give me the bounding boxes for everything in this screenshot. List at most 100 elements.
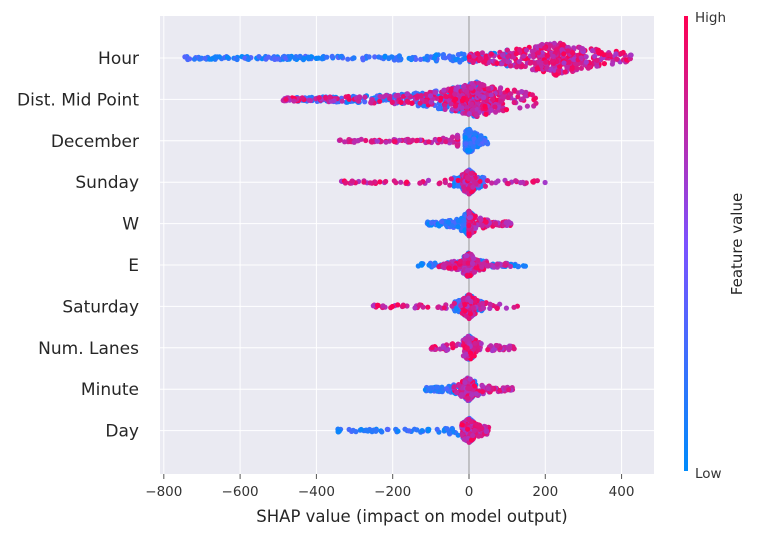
shap-point <box>448 176 454 182</box>
shap-point <box>377 179 383 185</box>
shap-point <box>283 96 289 102</box>
shap-point <box>453 96 459 102</box>
shap-point <box>547 43 553 49</box>
shap-point <box>594 57 600 63</box>
shap-point <box>357 94 363 100</box>
shap-point <box>453 306 459 312</box>
shap-point <box>442 106 448 112</box>
shap-point <box>555 68 562 74</box>
shap-point <box>478 341 484 347</box>
shap-point <box>479 300 485 306</box>
shap-point <box>505 181 511 187</box>
shap-point <box>420 304 426 310</box>
shap-point <box>392 139 398 145</box>
shap-point <box>453 389 460 396</box>
shap-point <box>511 87 517 93</box>
shap-point <box>256 54 262 60</box>
shap-point <box>463 141 469 147</box>
shap-point <box>553 72 559 78</box>
shap-point <box>423 98 429 105</box>
shap-point <box>533 100 539 106</box>
shap-point <box>287 54 293 60</box>
colorbar <box>684 16 688 471</box>
shap-point <box>444 426 450 432</box>
shap-point <box>465 130 472 136</box>
shap-point <box>451 300 457 306</box>
shap-point <box>446 261 452 267</box>
shap-point <box>532 60 538 67</box>
shap-point <box>465 295 471 301</box>
shap-point <box>376 54 382 60</box>
shap-point <box>291 98 297 104</box>
shap-point <box>389 303 395 310</box>
shap-point <box>498 98 504 104</box>
shap-point <box>578 55 584 61</box>
shap-point <box>450 341 456 347</box>
shap-point <box>478 217 484 223</box>
colorbar-low-label: Low <box>695 466 722 482</box>
feature-label: Minute <box>81 380 139 400</box>
shap-point <box>361 179 367 185</box>
shap-point <box>503 107 510 113</box>
shap-point <box>440 263 446 269</box>
shap-point <box>426 262 432 268</box>
x-tick-label: −600 <box>222 484 259 500</box>
shap-point <box>469 107 476 113</box>
shap-point <box>561 51 567 57</box>
feature-label: W <box>122 215 139 235</box>
shap-point <box>505 94 511 101</box>
shap-point <box>320 54 326 60</box>
shap-point <box>350 427 356 433</box>
shap-point <box>417 180 423 186</box>
shap-point <box>561 60 567 66</box>
shap-point <box>442 55 448 61</box>
shap-point <box>482 103 488 109</box>
shap-point <box>500 52 506 58</box>
shap-point <box>548 66 554 72</box>
shap-point <box>442 179 448 186</box>
shap-point <box>492 104 498 110</box>
shap-point <box>513 51 519 57</box>
shap-point <box>628 52 634 58</box>
shap-point <box>383 92 389 98</box>
shap-point <box>464 105 470 111</box>
shap-point <box>418 56 424 63</box>
shap-point <box>464 253 470 259</box>
shap-point <box>299 95 305 101</box>
shap-point <box>339 98 345 104</box>
shap-point <box>535 50 542 56</box>
shap-point <box>583 59 589 65</box>
shap-point <box>438 95 444 101</box>
shap-point <box>524 103 531 109</box>
shap-point <box>459 105 465 111</box>
shap-point <box>449 223 455 229</box>
shap-point <box>358 426 364 433</box>
shap-point <box>383 178 389 185</box>
shap-point <box>426 385 433 391</box>
shap-point <box>446 54 452 61</box>
shap-point <box>507 263 514 269</box>
x-tick-label: 200 <box>532 484 558 500</box>
shap-point <box>414 94 420 101</box>
shap-point <box>441 305 447 311</box>
shap-point <box>481 82 487 88</box>
shap-point <box>452 103 458 109</box>
shap-point <box>358 136 364 142</box>
shap-point <box>530 179 536 185</box>
shap-point <box>469 260 476 266</box>
shap-point <box>468 170 474 176</box>
shap-point <box>479 264 485 270</box>
shap-point <box>464 174 471 181</box>
shap-point <box>366 54 372 60</box>
feature-label: Hour <box>98 49 139 69</box>
shap-point <box>367 180 373 186</box>
colorbar-high-label: High <box>695 10 726 26</box>
shap-point <box>601 52 607 58</box>
shap-point <box>490 96 496 102</box>
shap-point <box>466 54 472 60</box>
shap-point <box>507 345 513 351</box>
shap-point <box>374 302 381 308</box>
shap-point <box>444 386 450 392</box>
shap-point <box>457 59 463 65</box>
shap-point <box>462 55 468 62</box>
